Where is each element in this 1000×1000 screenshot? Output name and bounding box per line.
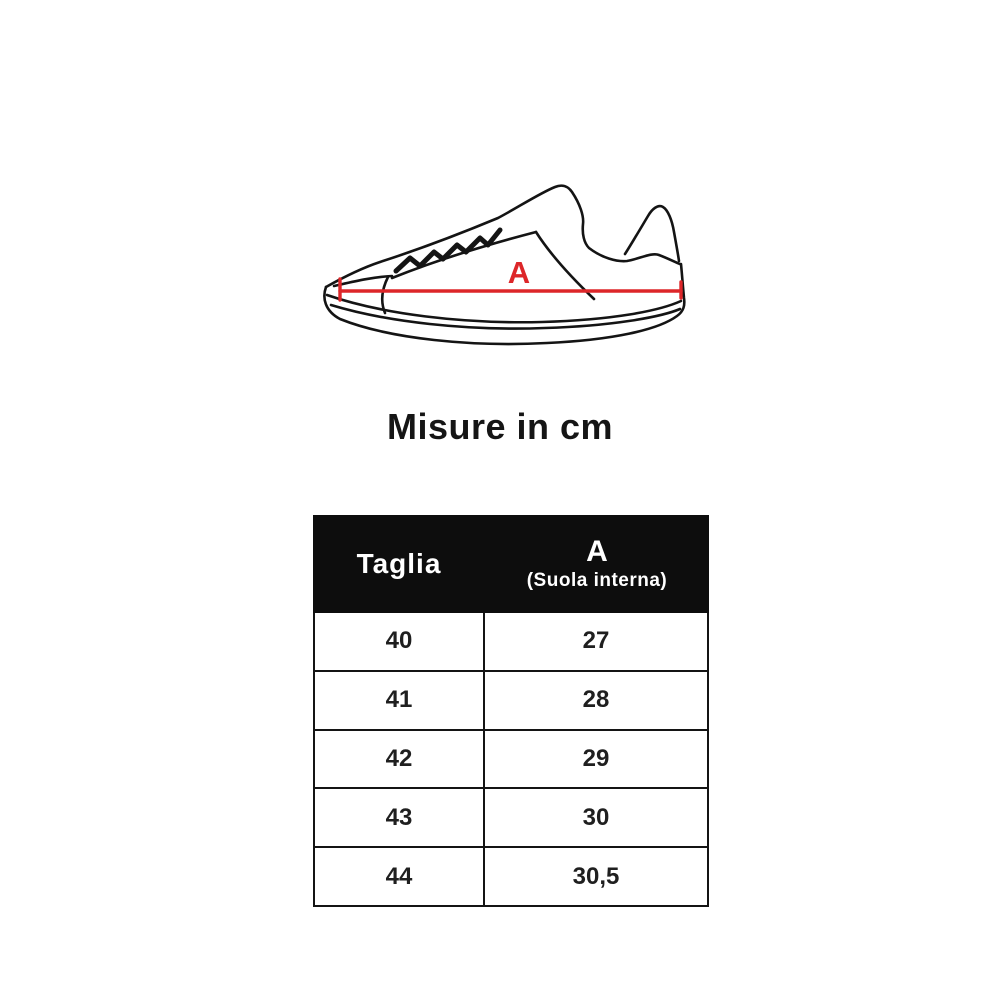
- shoe-eyestay-line: [390, 230, 538, 280]
- cell-size: 41: [315, 671, 485, 729]
- cell-measure: 30: [582, 803, 610, 831]
- header-col-measure-label: A: [586, 534, 608, 568]
- shoe-toecap-seam: [380, 275, 390, 315]
- measurement-label: A: [508, 255, 530, 290]
- shoe-sole-outline: [323, 262, 686, 346]
- shoe-upper-outline: [324, 184, 682, 289]
- cell-size: 42: [315, 730, 485, 788]
- table-row: 40 27: [315, 613, 707, 672]
- table-row: 43 30: [315, 789, 707, 849]
- header-col-measure: A (Suola interna): [485, 536, 709, 593]
- size-table-header: Taglia A (Suola interna): [313, 515, 709, 613]
- shoe-heel-tab: [623, 204, 681, 263]
- sneaker-outline-icon: A: [323, 184, 686, 346]
- table-row: 41 28: [315, 671, 707, 731]
- table-row: 44 30,5: [315, 848, 707, 905]
- shoe-laces: [393, 227, 503, 274]
- header-col-measure-sublabel: (Suola interna): [526, 570, 668, 592]
- size-table-body: 40 27 41 28 42 29 43 30 44 30,5: [313, 613, 709, 907]
- cell-measure: 28: [582, 686, 610, 714]
- shoe-midsole-line-1: [325, 293, 683, 324]
- size-table: Taglia A (Suola interna) 40 27 41 28 42 …: [313, 515, 709, 907]
- shoe-midsole-line-2: [329, 303, 682, 330]
- table-row: 42 29: [315, 730, 707, 790]
- header-col-size: Taglia: [356, 548, 442, 579]
- cell-size: 44: [315, 848, 485, 905]
- page-title: Misure in cm: [386, 406, 614, 447]
- cell-measure: 30,5: [572, 862, 620, 890]
- cell-size: 40: [315, 613, 485, 670]
- cell-size: 43: [315, 789, 485, 847]
- cell-measure: 27: [582, 627, 610, 655]
- cell-measure: 29: [582, 744, 610, 772]
